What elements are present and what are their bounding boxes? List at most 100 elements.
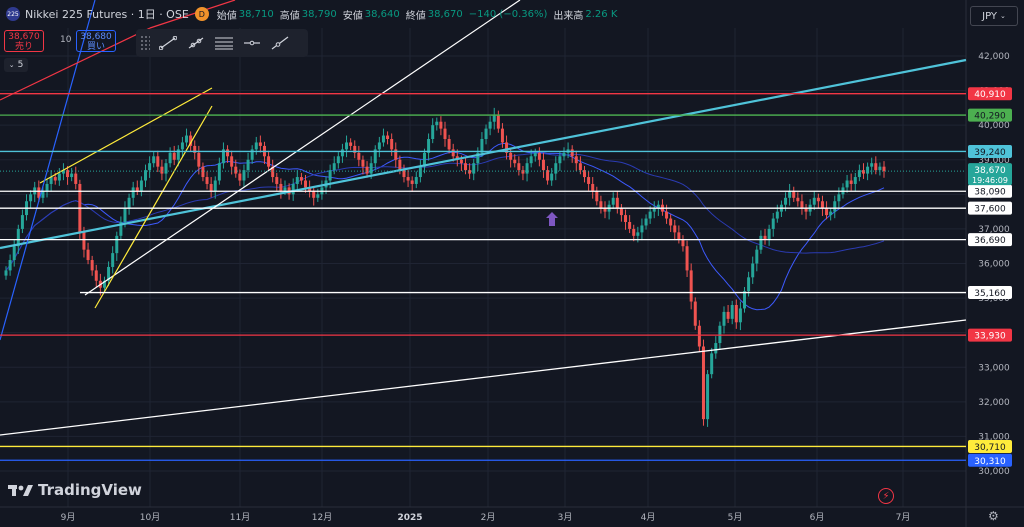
candle-body	[61, 170, 65, 174]
candle-body	[611, 197, 615, 205]
candle-body	[743, 291, 747, 309]
close-label: 終値	[405, 10, 426, 22]
level-label-box	[968, 233, 1012, 247]
candle-body	[250, 149, 254, 160]
trend-line-tool-icon[interactable]	[154, 33, 182, 53]
candle-body	[422, 152, 426, 167]
candle-body	[857, 170, 861, 178]
candle-body	[587, 177, 591, 184]
horizontal-line-tool-icon[interactable]	[238, 33, 266, 53]
candle-body	[8, 260, 12, 271]
candle-body	[143, 170, 147, 181]
candle-body	[381, 135, 385, 143]
candle-body	[447, 139, 451, 150]
candle-body	[837, 194, 841, 202]
currency-selector[interactable]: JPY ⌄	[970, 6, 1018, 26]
candle-body	[115, 235, 119, 254]
candle-body	[439, 121, 443, 129]
candle-body	[451, 149, 455, 157]
drag-handle-icon[interactable]	[140, 35, 150, 51]
high-label: 高値	[279, 10, 300, 22]
candle-body	[816, 197, 820, 202]
candle-body	[304, 180, 308, 188]
candle-body	[20, 215, 24, 229]
symbol-title[interactable]: Nikkei 225 Futures · 1日 · OSE	[25, 8, 189, 21]
symbol-icon[interactable]: 225	[6, 7, 20, 21]
candle-body	[131, 187, 135, 198]
buy-button[interactable]: 38,680 買い	[76, 30, 116, 52]
candle-body	[550, 173, 554, 181]
candle-body	[402, 170, 406, 178]
candle-body	[829, 211, 833, 216]
candle-body	[86, 249, 90, 261]
candle-body	[74, 173, 78, 184]
parallel-channel-tool-icon[interactable]	[210, 33, 238, 53]
candle-body	[246, 159, 250, 171]
close-value: 38,670	[427, 8, 463, 20]
level-label: 38,090	[974, 188, 1006, 198]
level-label-box	[968, 328, 1012, 342]
candle-body	[57, 173, 61, 181]
buy-price: 38,680	[80, 32, 112, 42]
price-tick-label: 40,000	[978, 121, 1010, 131]
sell-button[interactable]: 38,670 売り	[4, 30, 44, 52]
brand-name: TradingView	[38, 481, 142, 499]
candle-body	[369, 163, 373, 174]
high-value: 38,790	[301, 8, 337, 20]
candle-body	[394, 149, 398, 160]
candle-body	[435, 121, 439, 126]
candle-body	[443, 128, 447, 139]
candle-body	[669, 218, 673, 226]
lightning-icon[interactable]: ⚡	[878, 488, 894, 504]
candle-body	[365, 166, 369, 174]
candle-body	[308, 187, 312, 191]
candle-body	[644, 218, 648, 226]
candle-body	[226, 149, 230, 157]
timeframe-badge[interactable]: D	[194, 7, 209, 21]
candle-body	[792, 190, 796, 198]
candle-body	[656, 204, 660, 209]
candle-body	[685, 246, 689, 271]
price-tick-label: 32,000	[978, 398, 1010, 408]
level-label-box	[968, 184, 1012, 198]
ray-tool-icon[interactable]	[182, 33, 210, 53]
candle-body	[102, 280, 106, 288]
candle-body	[636, 232, 640, 236]
candle-body	[49, 177, 53, 184]
candle-body	[29, 194, 33, 202]
candle-body	[619, 208, 623, 216]
level-label: 40,910	[974, 90, 1006, 100]
spread-value: 10	[60, 35, 72, 45]
price-axis: 42,00041,00040,00039,00038,00037,00036,0…	[0, 52, 1012, 477]
candle-body	[570, 149, 574, 157]
candle-body	[595, 190, 599, 202]
candle-body	[271, 166, 275, 178]
drawing-toolbar	[136, 29, 308, 57]
time-tick-label: 11月	[230, 512, 250, 523]
extended-line-tool-icon[interactable]	[266, 33, 294, 53]
candle-body	[459, 159, 463, 164]
trend-line	[0, 27, 151, 101]
gear-icon[interactable]: ⚙	[988, 509, 999, 523]
level-label: 36,690	[974, 236, 1006, 246]
candle-body	[874, 163, 878, 171]
candle-body	[677, 232, 681, 240]
candle-body	[533, 152, 537, 157]
candle-body	[164, 163, 168, 174]
candle-body	[53, 177, 57, 181]
indicators-toggle[interactable]: ⌄ 5	[4, 58, 28, 72]
candle-body	[648, 211, 652, 219]
candle-body	[353, 145, 357, 153]
price-tick-label: 36,000	[978, 260, 1010, 270]
candle-body	[488, 121, 492, 129]
countdown-label: 19:46:09	[972, 176, 1008, 185]
candle-body	[624, 215, 628, 222]
candle-body	[759, 235, 763, 250]
moving-averages	[5, 143, 885, 311]
price-tick-label: 31,000	[978, 432, 1010, 442]
candle-body	[152, 156, 156, 164]
candle-body	[373, 149, 377, 164]
candle-body	[730, 305, 734, 319]
candle-body	[554, 163, 558, 174]
